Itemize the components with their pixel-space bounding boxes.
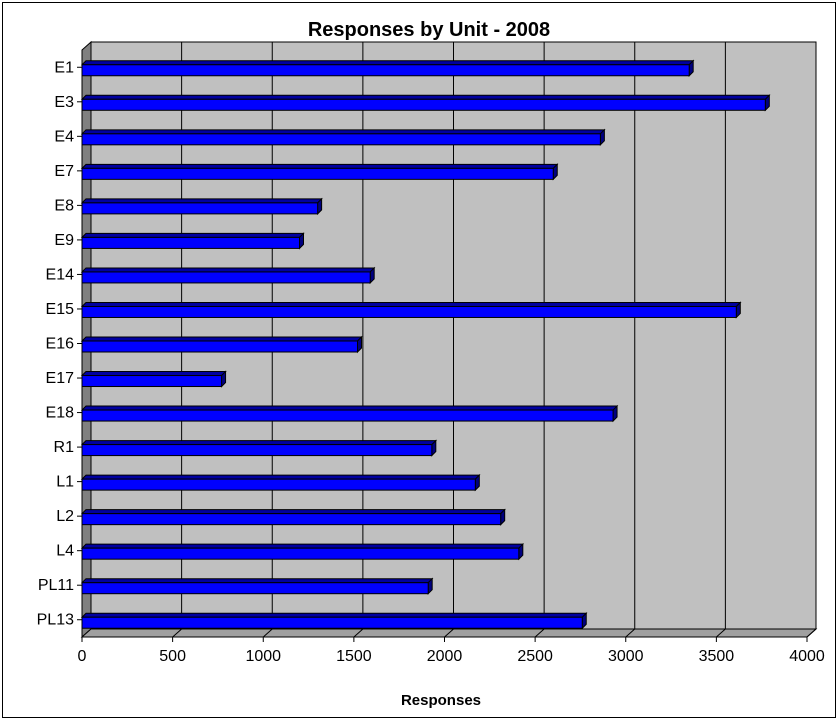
bar-top — [80, 163, 559, 169]
bar-top — [80, 336, 363, 342]
x-tick-label: 3000 — [608, 648, 644, 665]
bar — [80, 404, 619, 423]
category-label: L2 — [56, 508, 74, 525]
bar-front — [81, 513, 502, 526]
bar — [80, 232, 305, 250]
bars — [80, 59, 771, 630]
category-label: E15 — [46, 301, 75, 318]
bar-front — [81, 582, 429, 595]
bar — [80, 508, 506, 526]
bar-chart: Responses by Unit - 2008 E1 E3 E4 E7 E8 E9 E14… — [37, 19, 825, 709]
bar-front — [81, 616, 583, 629]
bar-top — [80, 578, 434, 584]
category-label: E16 — [46, 336, 75, 353]
bar-top — [80, 612, 588, 618]
bar-top — [80, 543, 525, 549]
bar — [80, 128, 606, 147]
bar — [80, 473, 481, 492]
bar — [80, 94, 771, 112]
category-label: L4 — [56, 543, 74, 560]
x-tick-label: 1500 — [336, 648, 372, 665]
category-label: L1 — [56, 474, 74, 491]
gridline-floor — [806, 628, 817, 638]
gridline-floor — [534, 628, 545, 638]
x-axis-ticks: 0 500 1000 1500 2000 2500 3000 3500 4000 — [78, 636, 825, 665]
category-label: PL11 — [38, 577, 74, 594]
bar — [80, 439, 438, 457]
x-tick-label: 2000 — [427, 648, 463, 665]
bar-front — [81, 375, 223, 388]
x-tick-label: 500 — [159, 648, 186, 665]
category-label: E17 — [46, 370, 75, 387]
bar-front — [81, 305, 737, 318]
bar-front — [81, 98, 766, 111]
bar — [80, 163, 559, 181]
bar-top — [80, 440, 438, 446]
bar-top — [80, 474, 481, 480]
x-tick-label: 2500 — [517, 648, 553, 665]
gridline-floor — [716, 628, 726, 638]
category-label: E9 — [54, 232, 74, 249]
bar-front — [81, 444, 433, 457]
category-label: R1 — [54, 439, 75, 456]
category-labels: E1 E3 E4 E7 E8 E9 E14 E15 E16 E17 E18 R1 L1 L2 L4 PL11 P… — [37, 59, 82, 629]
bar — [80, 301, 742, 319]
bar-top — [80, 267, 376, 273]
bar-front — [81, 340, 358, 353]
category-label: E7 — [54, 163, 74, 180]
bar-front — [81, 409, 614, 422]
x-tick-label: 4000 — [789, 648, 825, 665]
gridline-floor — [262, 628, 273, 638]
bar-top — [80, 232, 305, 238]
category-label: E14 — [46, 266, 75, 283]
x-tick-label: 1000 — [245, 648, 281, 665]
bar-top — [80, 509, 506, 515]
bar-top — [80, 301, 742, 307]
category-label: E18 — [46, 405, 75, 422]
gridline-floor — [172, 628, 182, 638]
x-tick-label: 0 — [78, 648, 87, 665]
bar-top — [80, 94, 771, 100]
x-tick-label: 3500 — [699, 648, 735, 665]
bar-top — [80, 405, 619, 411]
gridline-floor — [444, 628, 454, 638]
bar — [80, 197, 323, 216]
bar-front — [81, 133, 601, 146]
bar-top — [80, 198, 323, 204]
bar — [80, 612, 588, 630]
bar-front — [81, 202, 319, 215]
bar — [80, 59, 695, 77]
bar-front — [81, 167, 554, 180]
bar-front — [81, 271, 371, 284]
category-label: E1 — [54, 59, 74, 76]
gridline-floor — [625, 628, 636, 638]
bar — [80, 370, 227, 388]
category-label: E3 — [54, 94, 74, 111]
bar-front — [81, 547, 520, 560]
chart-title: Responses by Unit - 2008 — [308, 19, 550, 41]
category-label: E4 — [54, 128, 74, 145]
bar-front — [81, 64, 690, 77]
category-label: PL13 — [37, 612, 74, 629]
bar — [80, 335, 363, 354]
bar-top — [80, 60, 695, 66]
x-axis-title: Responses — [401, 692, 481, 709]
category-label: E8 — [54, 197, 74, 214]
bar-front — [81, 236, 300, 249]
bar — [80, 266, 376, 285]
bar — [80, 577, 434, 595]
bar — [80, 542, 525, 561]
bar-front — [81, 478, 476, 491]
bar-top — [80, 129, 606, 135]
gridline-floor — [353, 628, 364, 638]
bar-top — [80, 371, 227, 377]
